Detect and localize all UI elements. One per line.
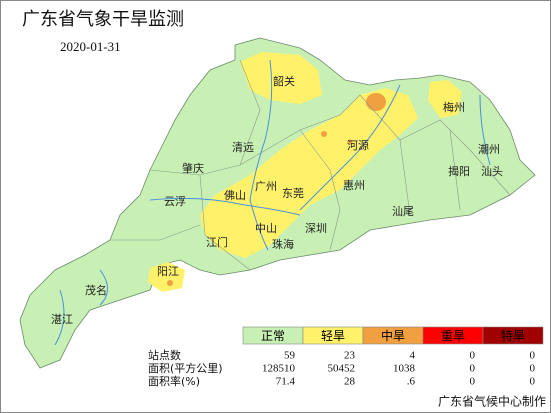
stats-table: 站点数 59 23 4 0 0面积(平方公里) 128510 50452 1038 0 0面积率(%… bbox=[148, 348, 536, 388]
row-label: 面积(平方公里) bbox=[148, 361, 223, 375]
cell: 71.4 bbox=[276, 376, 296, 388]
city-label: 江门 bbox=[206, 235, 228, 249]
cell: 1038 bbox=[393, 363, 416, 375]
city-label: 肇庆 bbox=[182, 161, 204, 175]
cell: 0 bbox=[470, 363, 476, 375]
cell: 4 bbox=[410, 350, 416, 362]
title: 广东省气象干旱监测 bbox=[22, 9, 184, 30]
city-label: 云浮 bbox=[164, 195, 186, 208]
city-label: 广州 bbox=[255, 180, 277, 193]
legend-label: 中旱 bbox=[381, 328, 405, 343]
rivers bbox=[54, 59, 491, 346]
city-label: 中山 bbox=[255, 222, 277, 235]
row-label: 面积率(%) bbox=[148, 374, 200, 388]
cell: 0 bbox=[530, 363, 536, 375]
city-label: 东莞 bbox=[282, 187, 304, 200]
drought-moderate bbox=[167, 93, 386, 286]
city-label: 汕尾 bbox=[392, 205, 414, 218]
cell: 0 bbox=[530, 376, 536, 388]
cell: 59 bbox=[284, 350, 296, 362]
legend-label: 轻旱 bbox=[321, 329, 345, 343]
city-label: 梅州 bbox=[443, 100, 465, 114]
map bbox=[19, 37, 536, 369]
row-label: 站点数 bbox=[148, 348, 181, 362]
legend-swatch bbox=[482, 326, 544, 345]
city-label: 韶关 bbox=[273, 74, 295, 88]
cell: 28 bbox=[344, 376, 356, 388]
city-label: 佛山 bbox=[224, 189, 246, 202]
city-label: 阳江 bbox=[157, 265, 179, 278]
city-label: 湛江 bbox=[51, 313, 73, 326]
city-label: 珠海 bbox=[272, 237, 294, 251]
legend-label: 特旱 bbox=[501, 328, 525, 343]
city-label: 揭阳 bbox=[448, 164, 470, 178]
city-labels: 韶关 河源 梅州 潮州 揭阳 汕头 清远 肇庆 广州 东莞 惠州 云浮 佛山 汕… bbox=[51, 74, 503, 326]
cell: 23 bbox=[344, 350, 356, 362]
date: 2020-01-31 bbox=[60, 39, 121, 54]
cell: 0 bbox=[530, 350, 536, 362]
district-borders bbox=[110, 59, 511, 271]
city-label: 清远 bbox=[232, 141, 254, 154]
cell: 50452 bbox=[328, 363, 356, 375]
legend-label: 重旱 bbox=[441, 329, 465, 343]
footer: 广东省气候中心制作 bbox=[438, 394, 546, 409]
city-label: 茂名 bbox=[85, 283, 107, 297]
legend: 正常 轻旱 中旱 重旱 特旱 bbox=[242, 326, 544, 345]
cell: .6 bbox=[407, 376, 416, 388]
city-label: 河源 bbox=[347, 138, 369, 152]
cell: 128510 bbox=[262, 363, 296, 375]
city-label: 汕头 bbox=[481, 165, 503, 178]
city-label: 潮州 bbox=[478, 142, 500, 156]
city-label: 深圳 bbox=[305, 222, 327, 235]
city-label: 惠州 bbox=[343, 178, 365, 192]
cell: 0 bbox=[470, 350, 476, 362]
cell: 0 bbox=[470, 376, 476, 388]
legend-label: 正常 bbox=[261, 329, 285, 343]
